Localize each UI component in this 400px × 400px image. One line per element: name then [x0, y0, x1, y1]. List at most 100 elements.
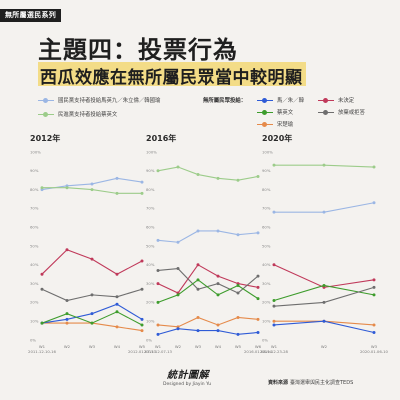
data-point [372, 285, 376, 289]
data-point [372, 278, 376, 282]
data-point [90, 188, 94, 192]
data-point [272, 263, 276, 267]
data-point [272, 163, 276, 167]
source-label: 資料來源 [268, 380, 289, 386]
data-point [216, 274, 220, 278]
data-point [90, 321, 94, 325]
chart-title-2016: 2016年 [146, 134, 177, 143]
x-tick-label: W1 [271, 344, 278, 349]
data-point [40, 321, 44, 325]
data-point [115, 191, 119, 195]
x-tick-sublabel: 2020.01.06-10 [360, 349, 389, 354]
legend-swatch [318, 110, 334, 115]
data-point [236, 178, 240, 182]
y-tick-label: 80% [30, 187, 39, 192]
data-point [90, 182, 94, 186]
data-point [196, 173, 200, 177]
data-point [40, 272, 44, 276]
series-tag: 無所屬選民系列 [0, 9, 62, 22]
chart-svg-2012: 0% 10% 20% 30% 40% 50% 60% 70% 80% 90% 100% W12011.… [28, 149, 157, 354]
legend-label: 馬／朱／韓 [277, 98, 304, 104]
y-tick-label: 40% [30, 262, 39, 267]
designer-credit: Designed by Jiayin Yu [163, 382, 212, 387]
data-point [256, 174, 260, 178]
y-tick-label: 90% [146, 168, 155, 173]
y-tick-label: 30% [262, 281, 271, 286]
y-tick-label: 0% [146, 337, 152, 342]
legend-swatch [257, 98, 273, 103]
legend-swatch [318, 98, 334, 103]
data-point [322, 300, 326, 304]
y-tick-label: 50% [262, 243, 271, 248]
x-tick-sublabel: 2012.01.07-13 [128, 349, 157, 354]
data-point [372, 293, 376, 297]
data-point [236, 283, 240, 287]
data-point [196, 287, 200, 291]
data-point [256, 330, 260, 334]
data-point [90, 257, 94, 261]
y-tick-label: 60% [262, 225, 271, 230]
y-tick-label: 60% [146, 225, 155, 230]
data-point [176, 267, 180, 271]
data-point [176, 293, 180, 297]
data-point [216, 282, 220, 286]
data-point [272, 319, 276, 323]
legend-item-soong: 宋楚瑜 [257, 120, 293, 128]
data-point [372, 330, 376, 334]
data-point [322, 210, 326, 214]
y-tick-label: 20% [262, 300, 271, 305]
data-point [156, 238, 160, 242]
data-point [322, 283, 326, 287]
data-point [272, 323, 276, 327]
data-point [216, 176, 220, 180]
data-point [156, 323, 160, 327]
data-point [65, 312, 69, 316]
x-tick-label: W5 [235, 344, 242, 349]
x-tick-label: W4 [114, 344, 121, 349]
data-point [156, 169, 160, 173]
legend-label: 民進黨支持者投給蔡英文 [58, 112, 118, 118]
data-point [140, 323, 144, 327]
data-point [90, 293, 94, 297]
y-tick-label: 30% [146, 281, 155, 286]
y-tick-label: 70% [30, 206, 39, 211]
data-point [156, 300, 160, 304]
chart-title-2020: 2020年 [262, 134, 293, 143]
data-point [65, 321, 69, 325]
data-point [256, 285, 260, 289]
legend-label: 蔡英文 [277, 110, 294, 116]
data-point [115, 310, 119, 314]
data-point [140, 191, 144, 195]
data-point [196, 229, 200, 233]
y-tick-label: 100% [146, 149, 157, 154]
series-line [273, 320, 375, 334]
legend-label: 國民黨支持者投給馬英九／朱立倫／韓國瑜 [58, 98, 161, 104]
x-tick-sublabel: 2016.01.08-14 [244, 349, 273, 354]
legend-item-undecided: 未決定 [318, 96, 354, 104]
data-point [115, 295, 119, 299]
legend-label: 宋楚瑜 [277, 122, 294, 128]
y-tick-label: 70% [146, 206, 155, 211]
series-line [157, 279, 259, 303]
x-tick-sublabel: 2015.12.07-13 [144, 349, 173, 354]
series-line [157, 316, 259, 328]
y-tick-label: 40% [262, 262, 271, 267]
data-point [322, 163, 326, 167]
x-tick-label: W5 [139, 344, 146, 349]
page-subtitle: 西瓜效應在無所屬民眾當中較明顯 [40, 68, 303, 88]
y-tick-label: 70% [262, 206, 271, 211]
data-point [176, 327, 180, 331]
data-point [90, 312, 94, 316]
legend-swatch [38, 112, 54, 117]
legend-item-tsai: 蔡英文 [257, 108, 293, 116]
source-text: 臺灣選舉與民主化調查TEDS [290, 380, 354, 386]
x-tick-label: W2 [175, 344, 182, 349]
x-tick-label: W1 [39, 344, 46, 349]
data-point [236, 291, 240, 295]
data-point [256, 231, 260, 235]
data-point [372, 323, 376, 327]
series-line [157, 264, 259, 294]
y-tick-label: 20% [146, 300, 155, 305]
x-tick-label: W3 [195, 344, 202, 349]
data-point [140, 317, 144, 321]
